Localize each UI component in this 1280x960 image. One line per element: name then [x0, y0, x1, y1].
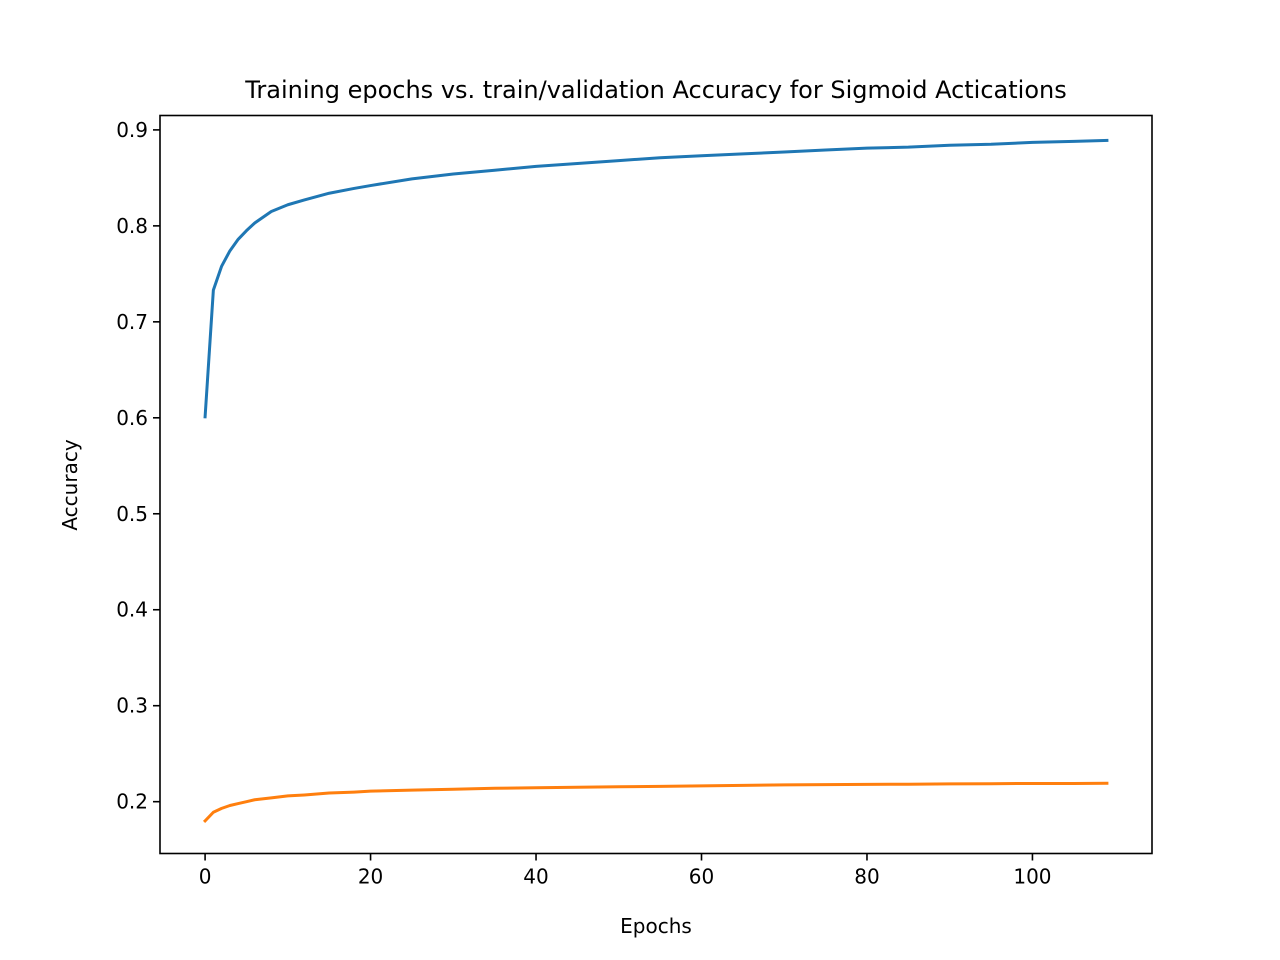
- y-tick-label: 0.5: [116, 502, 148, 526]
- series-line-1: [203, 138, 1109, 419]
- y-axis-ticks: 0.2 0.3 0.4 0.5 0.6 0.7 0.8 0.9: [116, 118, 160, 814]
- y-tick-label: 0.8: [116, 214, 148, 238]
- x-tick-label: 40: [523, 865, 548, 889]
- y-tick-label: 0.2: [116, 790, 148, 814]
- series-layer: [202, 138, 1109, 823]
- y-tick-label: 0.7: [116, 310, 148, 334]
- x-axis-label: Epochs: [620, 914, 692, 938]
- x-tick-label: 0: [199, 865, 212, 889]
- y-tick-label: 0.6: [116, 406, 148, 430]
- x-tick-label: 60: [689, 865, 714, 889]
- x-tick-label: 20: [358, 865, 383, 889]
- x-axis-ticks: 0 20 40 60 80 100: [199, 853, 1052, 889]
- chart-title: Training epochs vs. train/validation Acc…: [244, 76, 1066, 104]
- y-tick-label: 0.3: [116, 694, 148, 718]
- plot-area: 0 20 40 60 80 100 0.2 0.3 0.4 0.5 0.6 0.7 0.8 0.9: [116, 114, 1153, 889]
- series-line-2: [202, 781, 1109, 823]
- y-tick-label: 0.4: [116, 598, 148, 622]
- x-tick-label: 80: [854, 865, 879, 889]
- y-axis-label: Accuracy: [58, 439, 82, 530]
- y-tick-label: 0.9: [116, 118, 148, 142]
- plot-frame: [159, 114, 1153, 855]
- x-tick-label: 100: [1013, 865, 1051, 889]
